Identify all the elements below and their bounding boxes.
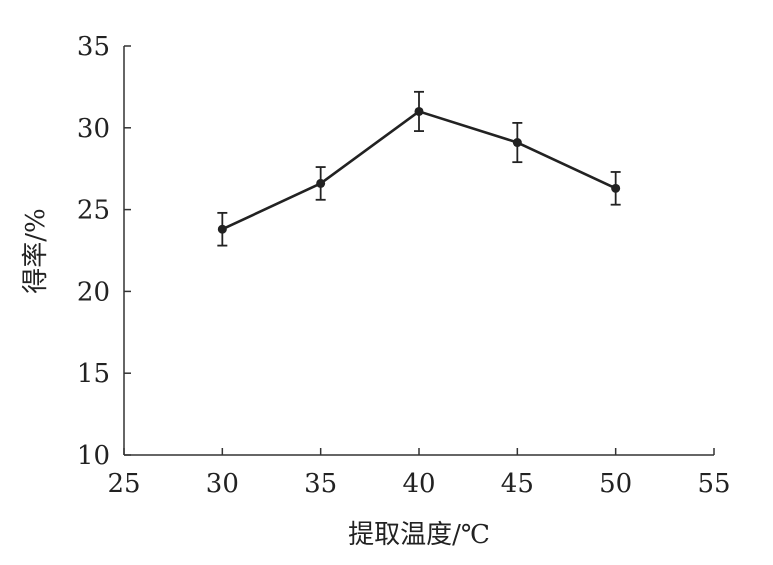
y-tick-label: 10 bbox=[77, 441, 110, 471]
data-point bbox=[316, 178, 326, 188]
x-tick-label: 45 bbox=[501, 469, 534, 499]
x-tick-label: 55 bbox=[697, 469, 730, 499]
y-tick-label: 30 bbox=[77, 114, 110, 144]
x-axis-ticks: 25 30 35 40 45 50 55 bbox=[107, 448, 731, 499]
y-tick-label: 15 bbox=[77, 359, 110, 389]
data-point bbox=[611, 183, 621, 193]
x-tick-label: 25 bbox=[107, 469, 140, 499]
y-tick-label: 35 bbox=[77, 32, 110, 62]
y-tick-label: 25 bbox=[77, 196, 110, 226]
x-axis-title: 提取温度/℃ bbox=[348, 520, 490, 550]
x-tick-label: 30 bbox=[206, 469, 239, 499]
y-axis-ticks: 10 15 20 25 30 35 bbox=[77, 32, 131, 471]
data-point bbox=[414, 106, 424, 116]
data-point bbox=[512, 138, 522, 148]
y-tick-label: 20 bbox=[77, 277, 110, 307]
y-axis-title: 得率/% bbox=[21, 208, 51, 293]
data-point bbox=[217, 224, 227, 234]
x-tick-label: 50 bbox=[599, 469, 632, 499]
x-tick-label: 35 bbox=[304, 469, 337, 499]
series-layer bbox=[217, 90, 621, 247]
x-tick-label: 40 bbox=[402, 469, 435, 499]
